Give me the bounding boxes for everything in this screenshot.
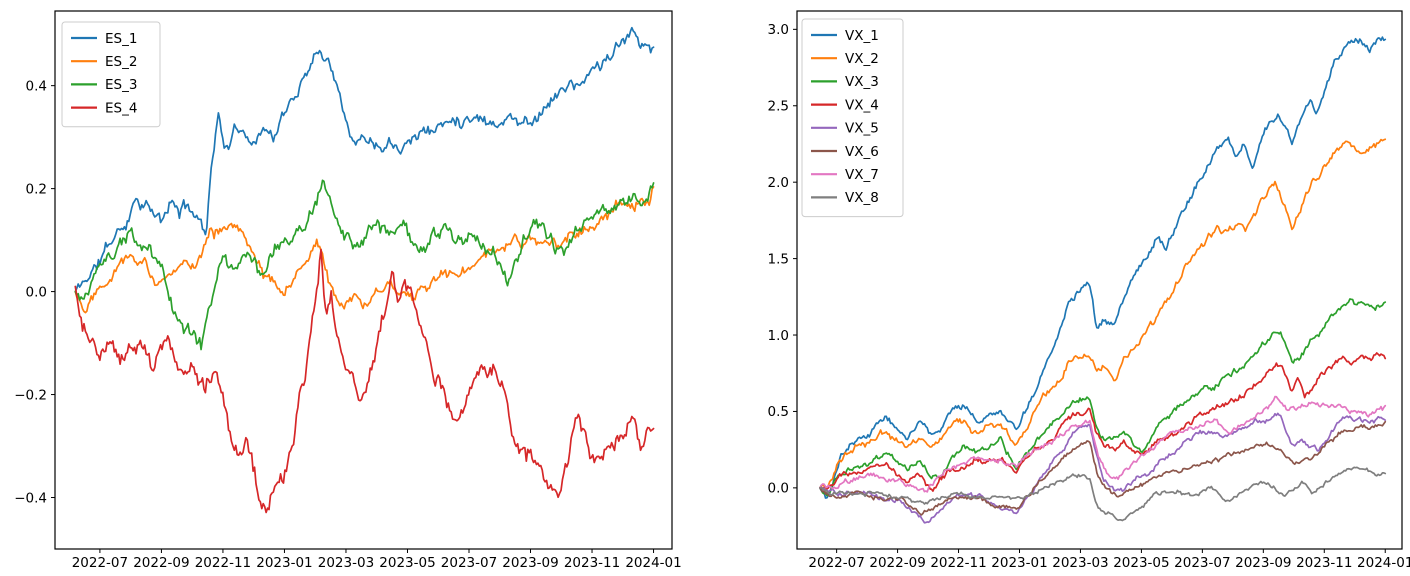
x-tick-label: 2023-03 [318,555,374,571]
legend-entry-ES_3: ES_3 [71,77,137,93]
series-line-ES_3 [74,179,655,351]
x-tick-label: 2022-11 [930,555,986,571]
legend-entry-ES_1: ES_1 [71,31,137,47]
legend-entry-VX_2: VX_2 [811,51,879,67]
legend: VX_1 VX_2 VX_3 VX_4 VX_5 VX_6 VX_7 VX_8 [801,18,904,218]
legend-entry-VX_8: VX_8 [811,190,879,206]
series-line-VX_1 [819,36,1387,499]
y-tick-label: −0.4 [14,490,47,506]
y-tick-label: 0.4 [26,78,47,94]
x-tick-label: 2023-11 [564,555,620,571]
x-tick-label: 2023-05 [379,555,435,571]
x-tick-label: 2023-09 [502,555,558,571]
y-tick-label: −0.2 [14,387,47,403]
legend-entry-VX_1: VX_1 [811,28,879,44]
series-line-ES_1 [74,26,655,293]
x-tick-label: 2022-09 [133,555,189,571]
series-line-VX_7 [819,395,1387,493]
x-tick-label: 2022-07 [808,555,864,571]
y-tick-label: 3.0 [768,22,789,38]
series-line-VX_5 [819,412,1387,524]
legend-label: VX_6 [845,144,879,160]
legend-entry-ES_2: ES_2 [71,54,137,70]
x-tick-label: 2023-07 [1174,555,1230,571]
x-tick-label: 2022-09 [869,555,925,571]
y-tick-label: 1.0 [768,328,789,344]
es-chart: 2022-07 2022-09 2022-11 2023-01 2023-03 2023-… [14,10,682,571]
legend-label: VX_8 [845,190,879,206]
y-tick-label: 0.5 [768,404,789,420]
series-line-ES_2 [74,186,655,314]
legend-label: VX_7 [845,167,879,183]
y-tick-label: 2.0 [768,175,789,191]
x-tick-label: 2024-01 [625,555,681,571]
y-tick-label: 1.5 [768,251,789,267]
vx-chart: 2022-07 2022-09 2022-11 2023-01 2023-03 2023-… [768,10,1410,571]
legend-entry-VX_5: VX_5 [811,121,879,137]
legend-label: ES_3 [105,77,137,93]
x-tick-label: 2023-09 [1235,555,1291,571]
legend-label: VX_1 [845,28,879,44]
legend-box [61,21,161,128]
legend-label: ES_2 [105,54,137,70]
axes-spines [54,10,673,550]
x-tick-label: 2022-11 [195,555,251,571]
y-tick-label: 2.5 [768,99,789,115]
series-line-VX_8 [819,466,1387,522]
axes-spines [796,10,1403,550]
legend-entry-ES_4: ES_4 [71,100,137,116]
series-line-VX_6 [819,420,1387,516]
legend-label: VX_4 [845,97,879,113]
y-tick-label: 0.0 [26,284,47,300]
x-tick-label: 2023-01 [256,555,312,571]
x-tick-label: 2023-05 [1113,555,1169,571]
x-tick-label: 2022-07 [72,555,128,571]
series-line-VX_2 [819,138,1387,490]
legend-entry-VX_7: VX_7 [811,167,879,183]
series-line-VX_3 [819,298,1387,497]
x-tick-label: 2023-11 [1296,555,1352,571]
x-tick-label: 2023-01 [991,555,1047,571]
x-tick-label: 2023-03 [1052,555,1108,571]
y-tick-label: 0.0 [768,481,789,497]
legend-label: ES_1 [105,31,137,47]
series-line-ES_4 [74,248,655,514]
legend-box [801,18,904,218]
x-tick-label: 2023-07 [441,555,497,571]
y-tick-label: 0.2 [26,181,47,197]
legend-entry-VX_4: VX_4 [811,97,879,113]
x-tick-label: 2024-01 [1357,555,1410,571]
legend-label: VX_3 [845,74,879,90]
legend-entry-VX_3: VX_3 [811,74,879,90]
legend: ES_1 ES_2 ES_3 ES_4 [61,21,161,128]
legend-label: VX_2 [845,51,879,67]
legend-label: VX_5 [845,121,879,137]
legend-entry-VX_6: VX_6 [811,144,879,160]
legend-label: ES_4 [105,100,137,116]
series-line-VX_4 [819,352,1387,492]
